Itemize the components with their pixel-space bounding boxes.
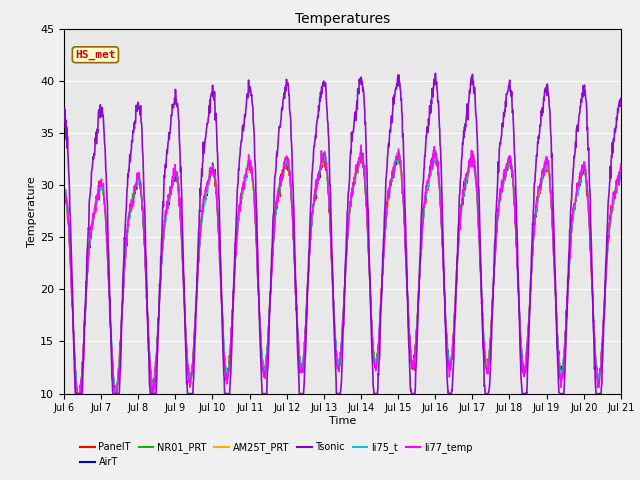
Title: Temperatures: Temperatures xyxy=(295,12,390,26)
Y-axis label: Temperature: Temperature xyxy=(28,176,37,247)
Legend: PanelT, AirT, NR01_PRT, AM25T_PRT, Tsonic, li75_t, li77_temp: PanelT, AirT, NR01_PRT, AM25T_PRT, Tsoni… xyxy=(80,442,473,467)
Text: HS_met: HS_met xyxy=(75,49,116,60)
X-axis label: Time: Time xyxy=(329,416,356,426)
